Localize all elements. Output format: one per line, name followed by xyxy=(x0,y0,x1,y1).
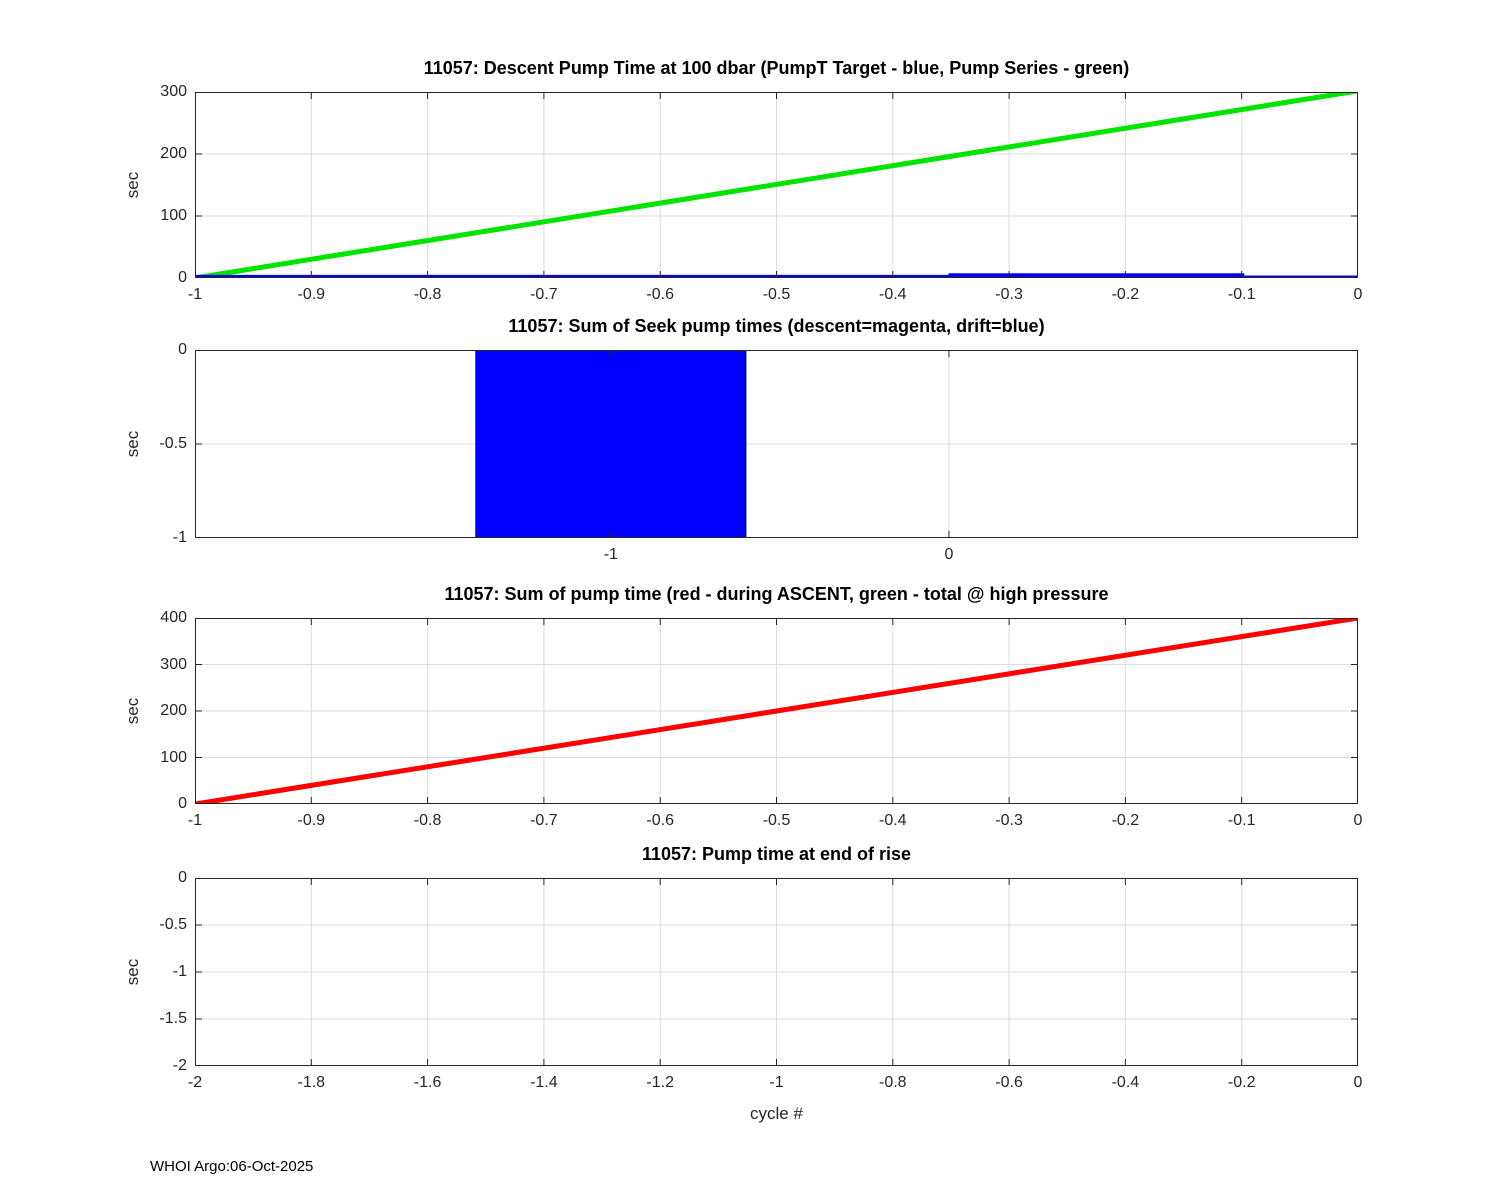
y-tick-label: 100 xyxy=(160,748,187,766)
y-tick-label: 0 xyxy=(178,341,187,358)
x-tick-label: 0 xyxy=(944,546,954,563)
x-tick-label: -0.1 xyxy=(1227,812,1256,829)
axes-box xyxy=(195,350,1358,538)
y-tick-label: -0.5 xyxy=(159,916,187,933)
y-tick-label: 200 xyxy=(160,145,187,162)
plot-canvas xyxy=(195,878,1358,1066)
y-tick-label: 200 xyxy=(160,702,187,719)
subplot-descent-pump-time: 11057: Descent Pump Time at 100 dbar (Pu… xyxy=(0,58,1500,303)
chart-title: 11057: Sum of pump time (red - during AS… xyxy=(444,584,1109,604)
series-during-ascent xyxy=(195,618,1358,804)
x-tick-label: -0.1 xyxy=(1227,286,1256,303)
x-tick-label: 0 xyxy=(1353,286,1363,303)
y-tick-label: 0 xyxy=(178,795,187,812)
x-tick-label: -1.2 xyxy=(646,1074,674,1091)
x-tick-label: -1.8 xyxy=(297,1074,326,1091)
chart-title: 11057: Sum of Seek pump times (descent=m… xyxy=(508,316,1045,336)
x-tick-label: 0 xyxy=(1353,812,1363,829)
subplot-seek-pump-times: 11057: Sum of Seek pump times (descent=m… xyxy=(0,316,1500,563)
chart-title: 11057: Descent Pump Time at 100 dbar (Pu… xyxy=(423,58,1130,78)
x-axis-label: cycle # xyxy=(750,1104,803,1123)
y-tick-label: 300 xyxy=(160,655,187,673)
x-tick-label: -0.6 xyxy=(646,812,674,829)
x-tick-label: -1.4 xyxy=(530,1074,558,1091)
y-axis-label: sec xyxy=(123,171,142,199)
y-tick-label: 400 xyxy=(160,609,187,626)
y-tick-label: 0 xyxy=(178,269,187,286)
series-pump-series xyxy=(195,92,1358,278)
axes-box xyxy=(195,92,1358,278)
x-tick-label: -0.7 xyxy=(530,286,558,303)
x-tick-label: -0.7 xyxy=(530,812,558,829)
x-tick-label: -0.6 xyxy=(646,286,674,303)
x-tick-label: -0.4 xyxy=(1111,1074,1140,1091)
x-tick-label: -1 xyxy=(603,546,618,563)
x-tick-label: -0.3 xyxy=(995,286,1023,303)
bar-drift xyxy=(475,350,747,538)
figure-credit: WHOI Argo:06-Oct-2025 xyxy=(150,1158,314,1175)
x-tick-label: -0.3 xyxy=(995,812,1023,829)
x-tick-label: -0.8 xyxy=(879,1074,907,1091)
x-tick-label: -2 xyxy=(187,1074,203,1091)
subplot-pump-time-end-of-rise: 11057: Pump time at end of rise sec cycl… xyxy=(0,844,1500,1123)
axes-box xyxy=(195,878,1358,1066)
y-tick-label: 0 xyxy=(178,869,187,886)
x-tick-label: -0.2 xyxy=(1111,286,1140,303)
x-tick-label: -0.2 xyxy=(1111,812,1140,829)
chart-title: 11057: Pump time at end of rise xyxy=(641,844,912,864)
x-tick-label: -1.6 xyxy=(413,1074,442,1091)
x-tick-label: -1 xyxy=(187,812,203,829)
x-tick-label: -0.9 xyxy=(297,286,326,303)
x-tick-label: -0.2 xyxy=(1227,1074,1256,1091)
x-tick-label: -0.5 xyxy=(762,812,791,829)
x-tick-label: 0 xyxy=(1353,1074,1363,1091)
x-tick-label: -0.5 xyxy=(762,286,791,303)
x-tick-label: -1 xyxy=(769,1074,784,1091)
y-tick-label: 100 xyxy=(160,207,187,224)
y-tick-label: -1 xyxy=(172,529,187,546)
subplot-sum-pump-time: 11057: Sum of pump time (red - during AS… xyxy=(0,584,1500,829)
x-tick-label: -0.6 xyxy=(995,1074,1023,1091)
x-tick-label: -0.4 xyxy=(879,286,907,303)
y-tick-label: -2 xyxy=(172,1057,187,1074)
y-tick-label: -1.5 xyxy=(159,1010,187,1027)
plot-canvas xyxy=(195,350,1358,538)
y-tick-label: -1 xyxy=(172,963,187,980)
x-tick-label: -0.8 xyxy=(413,812,442,829)
plot-canvas xyxy=(195,618,1358,804)
plot-canvas xyxy=(195,92,1358,278)
x-tick-label: -0.8 xyxy=(413,286,442,303)
y-tick-label: -0.5 xyxy=(159,435,187,452)
y-tick-label: 300 xyxy=(160,83,187,100)
x-tick-label: -0.4 xyxy=(879,812,907,829)
x-tick-label: -0.9 xyxy=(297,812,326,829)
x-tick-label: -1 xyxy=(187,286,203,303)
axes-box xyxy=(195,618,1358,804)
